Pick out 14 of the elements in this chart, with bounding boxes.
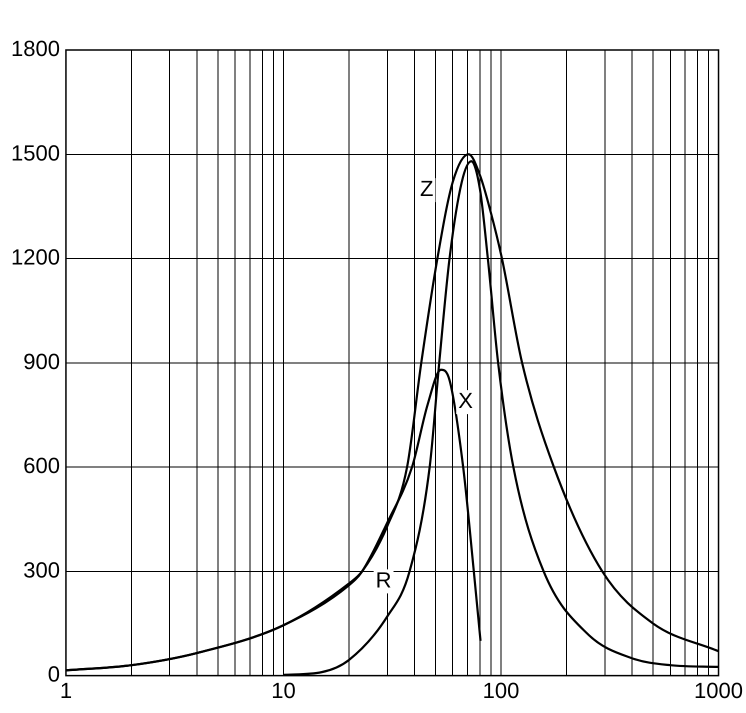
y-tick-label: 1500	[10, 140, 60, 166]
y-tick-label: 1800	[10, 36, 60, 62]
series-label: X	[458, 388, 474, 414]
y-tick-label: 300	[23, 557, 60, 582]
x-tick-label: 1	[60, 678, 72, 703]
x-tick-label: 1000	[694, 678, 744, 703]
y-tick-label: 900	[23, 348, 60, 374]
series-label: Z	[420, 176, 434, 202]
x-tick-label: 100	[482, 678, 520, 703]
x-tick-label: 10	[271, 678, 296, 703]
y-tick-label: 600	[23, 453, 60, 478]
y-tick-label: 0	[48, 662, 60, 687]
y-tick-label: 1200	[10, 244, 60, 270]
series-label: R	[376, 567, 392, 592]
